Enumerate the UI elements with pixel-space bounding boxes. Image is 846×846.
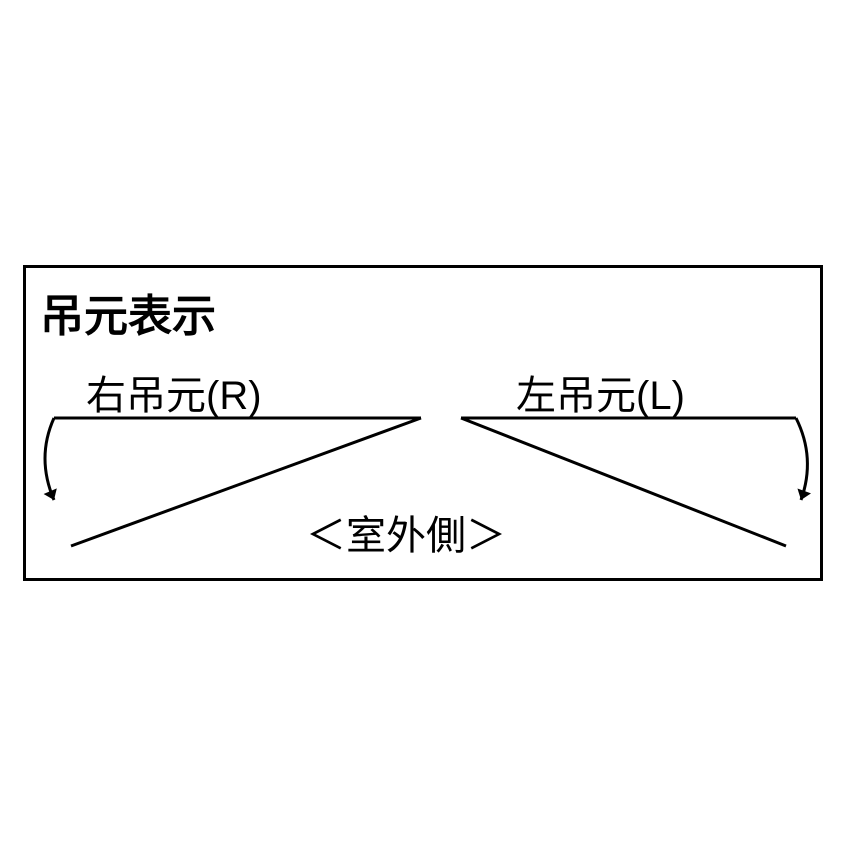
diagram-svg — [26, 268, 826, 584]
hinge-diagram: 吊元表示 右吊元(R) 左吊元(L) ＜室外側＞ — [23, 265, 823, 581]
diagram-frame: 吊元表示 右吊元(R) 左吊元(L) ＜室外側＞ — [23, 265, 823, 581]
